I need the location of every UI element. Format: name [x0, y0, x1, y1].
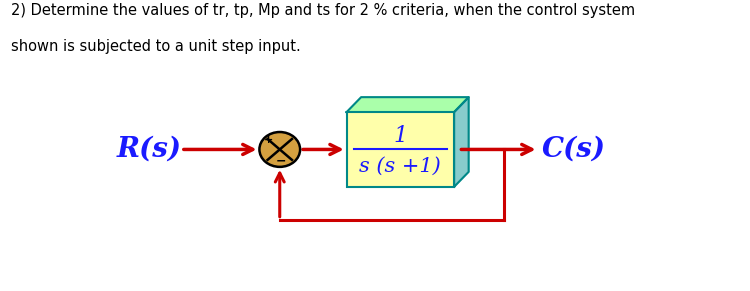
Circle shape — [260, 132, 300, 167]
Text: −: − — [275, 155, 286, 168]
Text: R(s): R(s) — [117, 136, 182, 163]
Text: 2) Determine the values of tr, tp, Mp and ts for 2 % criteria, when the control : 2) Determine the values of tr, tp, Mp an… — [11, 3, 635, 18]
Text: 1: 1 — [393, 125, 407, 147]
Text: shown is subjected to a unit step input.: shown is subjected to a unit step input. — [11, 39, 301, 54]
FancyBboxPatch shape — [346, 112, 454, 187]
Text: C(s): C(s) — [542, 136, 605, 163]
Text: s (s +1): s (s +1) — [359, 157, 441, 176]
Polygon shape — [346, 97, 469, 112]
Text: +: + — [264, 135, 273, 146]
Polygon shape — [454, 97, 469, 187]
